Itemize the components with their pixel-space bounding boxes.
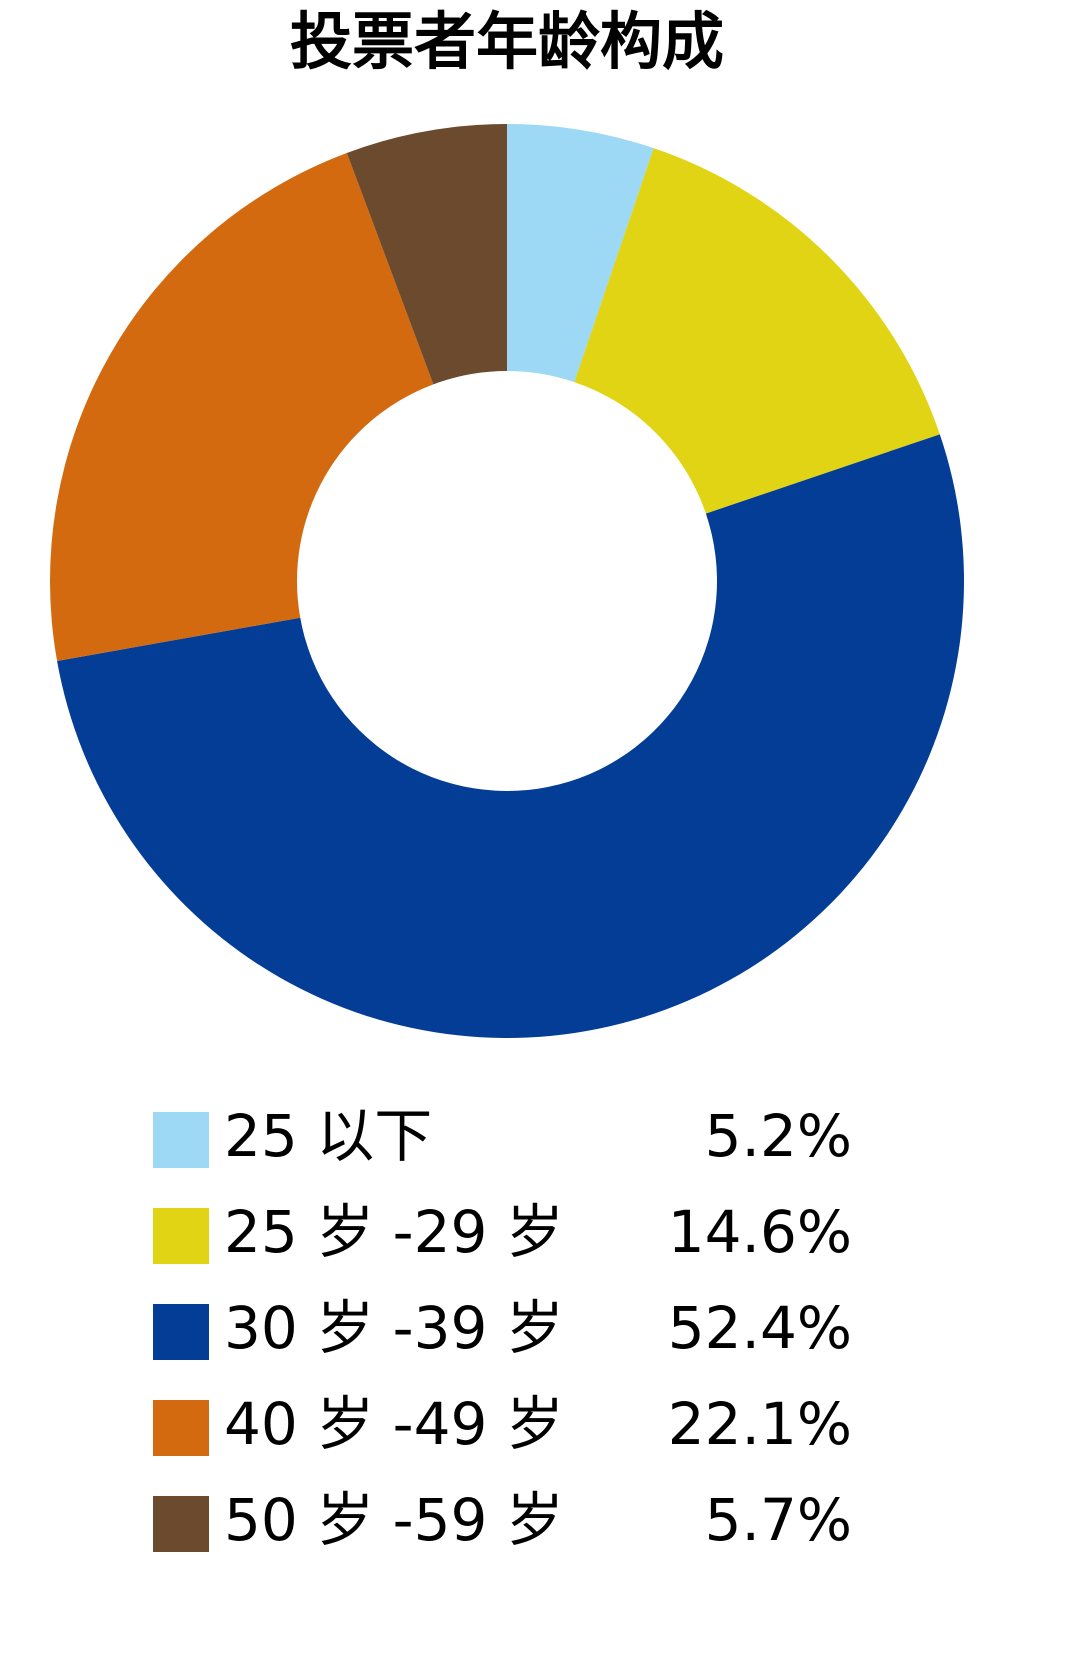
legend-label: 30 岁 -39 岁 [224, 1294, 564, 1362]
legend-swatch [153, 1304, 209, 1360]
legend-swatch [153, 1496, 209, 1552]
value-label: 5.2% [705, 1102, 852, 1170]
legend-label: 25 岁 -29 岁 [224, 1198, 564, 1266]
donut-slice [507, 124, 654, 383]
value-label: 5.7% [705, 1486, 852, 1554]
legend-swatch [153, 1400, 209, 1456]
value-label: 52.4% [668, 1294, 852, 1362]
chart-title: 投票者年龄构成 [290, 5, 724, 78]
legend-label: 50 岁 -59 岁 [224, 1486, 564, 1554]
legend-label: 25 以下 [224, 1102, 432, 1170]
legend-swatch [153, 1208, 209, 1264]
donut-slice [50, 152, 434, 661]
donut-slice [574, 148, 940, 514]
legend-swatch [153, 1112, 209, 1168]
value-label: 22.1% [668, 1390, 852, 1458]
legend-label: 40 岁 -49 岁 [224, 1390, 564, 1458]
value-label: 14.6% [668, 1198, 852, 1266]
donut-slice [57, 434, 964, 1039]
donut-slice [346, 124, 507, 385]
